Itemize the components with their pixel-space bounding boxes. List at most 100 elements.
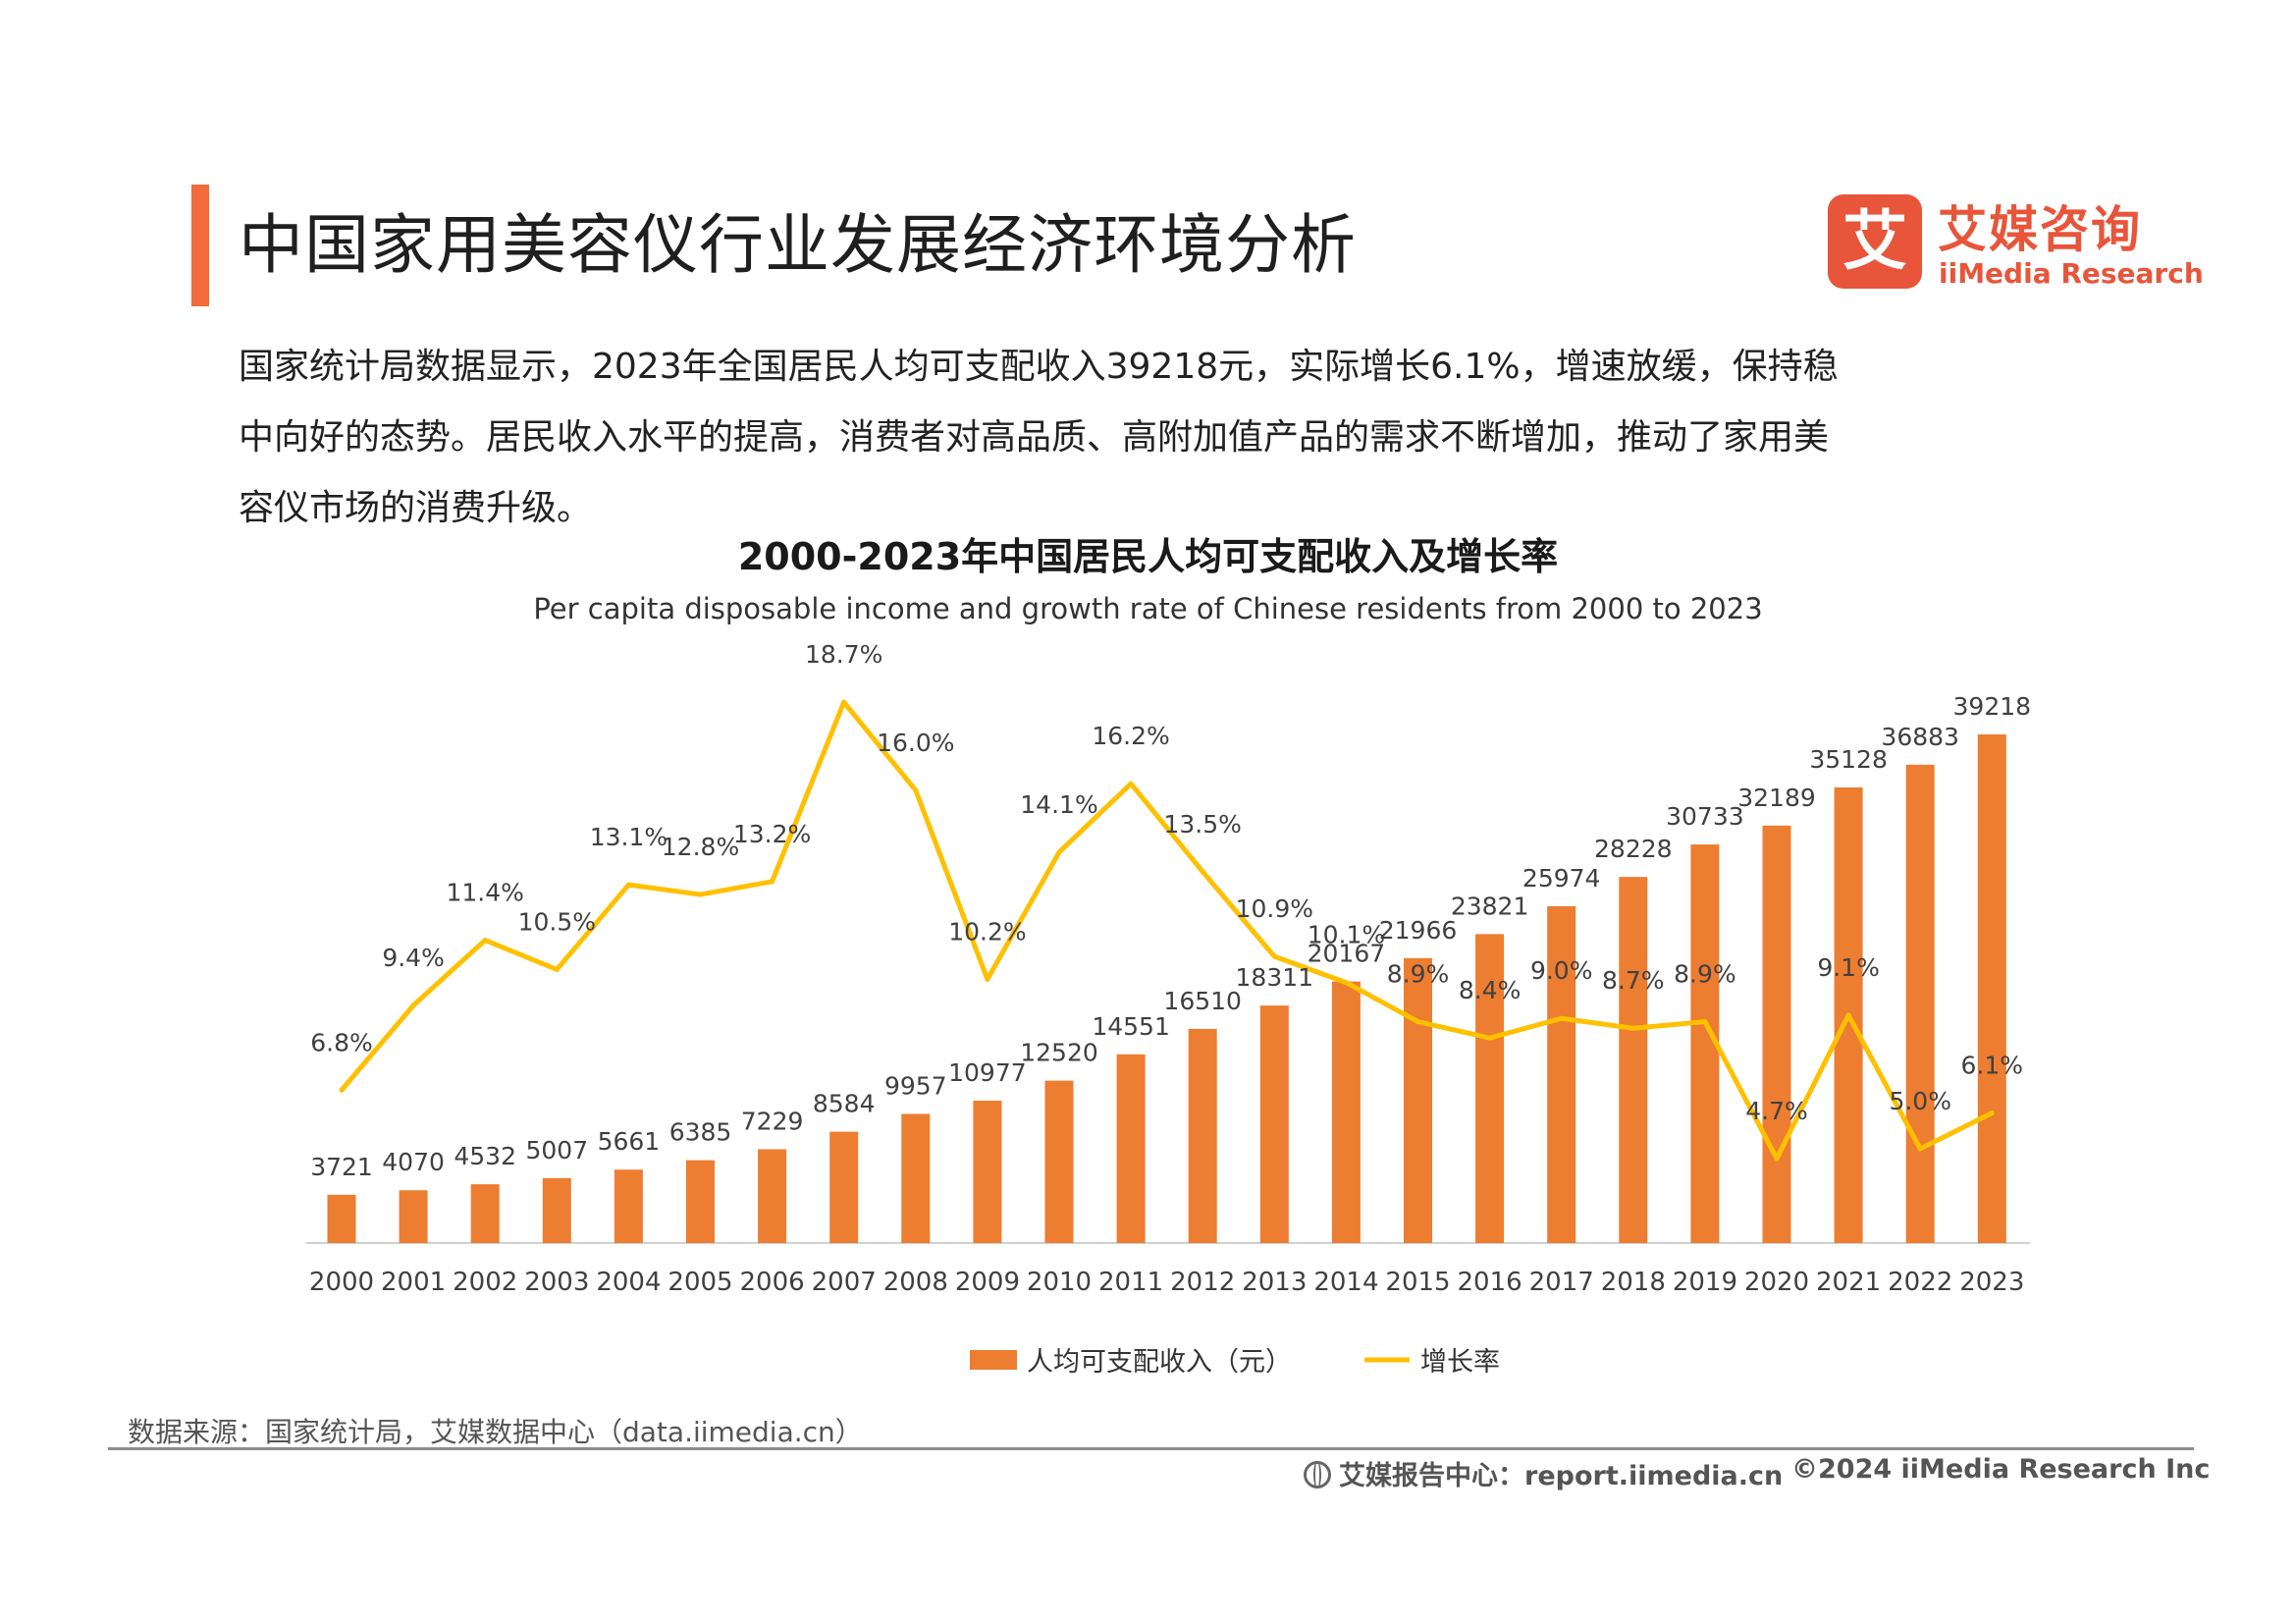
growth-value-label: 10.9% (1236, 894, 1313, 923)
intro-line: 容仪市场的消费升级。 (239, 488, 593, 528)
growth-point-2007 (841, 699, 847, 705)
growth-point-2013 (1271, 953, 1277, 959)
growth-value-label: 12.8% (662, 833, 739, 861)
bar-income-2000 (327, 1194, 356, 1243)
intro-line: 国家统计局数据显示，2023年全国居民人均可支配收入39218元，实际增长6.1… (239, 347, 1839, 387)
growth-point-2002 (482, 938, 488, 944)
growth-point-2020 (1774, 1156, 1780, 1162)
bar-value-label: 21966 (1379, 916, 1458, 945)
bar-value-label: 5661 (598, 1127, 661, 1156)
data-source: 数据来源：国家统计局，艾媒数据中心（data.iimedia.cn） (128, 1416, 863, 1448)
logo-mark-icon: 艾 (1828, 194, 1922, 289)
bar-value-label: 5007 (525, 1136, 588, 1164)
growth-value-label: 16.0% (877, 729, 954, 757)
growth-value-label: 14.1% (1020, 790, 1097, 819)
legend-line-label: 增长率 (1420, 1347, 1500, 1378)
bar-income-2015 (1404, 957, 1432, 1243)
x-tick-label: 2015 (1385, 1268, 1450, 1297)
growth-point-2000 (339, 1087, 345, 1093)
bar-value-label: 28228 (1594, 835, 1673, 863)
bar-income-2004 (614, 1169, 643, 1243)
chart-title: 2000-2023年中国居民人均可支配收入及增长率 (737, 535, 1559, 578)
x-tick-label: 2021 (1816, 1268, 1881, 1297)
bar-income-2020 (1762, 825, 1791, 1243)
x-tick-label: 2009 (955, 1268, 1020, 1297)
growth-rate-line (340, 699, 1994, 1162)
bar-value-label: 20167 (1308, 940, 1386, 968)
x-tick-label: 2011 (1098, 1268, 1163, 1297)
growth-value-label: 11.4% (446, 879, 523, 907)
logo-chinese-name: 艾媒咨询 (1938, 201, 2142, 258)
x-tick-label: 2010 (1027, 1268, 1092, 1297)
bar-value-label: 12520 (1020, 1039, 1098, 1067)
bar-income-2011 (1116, 1054, 1146, 1243)
brand-logo: 艾 艾媒咨询 iiMedia Research (1828, 194, 2204, 293)
growth-point-2014 (1343, 980, 1349, 986)
bar-income-2017 (1547, 905, 1576, 1243)
bar-value-label: 30733 (1666, 802, 1744, 831)
bar-value-label: 23821 (1451, 892, 1529, 920)
x-tick-label: 2004 (596, 1268, 661, 1297)
x-tick-label: 2005 (667, 1268, 732, 1297)
bar-income-2006 (758, 1149, 787, 1243)
globe-icon (1304, 1461, 1331, 1489)
legend-bar-label: 人均可支配收入（元） (1027, 1347, 1292, 1378)
bar-income-2023 (1977, 734, 2006, 1243)
growth-value-label: 5.0% (1889, 1087, 1951, 1115)
bar-value-label: 18311 (1236, 963, 1314, 992)
title-accent-bar (191, 185, 209, 306)
growth-value-label: 8.7% (1602, 966, 1665, 995)
bar-income-2009 (973, 1101, 1002, 1243)
bar-income-2001 (399, 1190, 428, 1243)
bar-value-label: 3721 (310, 1153, 373, 1181)
x-tick-label: 2014 (1313, 1268, 1378, 1297)
growth-point-2015 (1415, 1019, 1420, 1025)
x-tick-label: 2000 (309, 1268, 374, 1297)
growth-value-label: 4.7% (1745, 1097, 1808, 1125)
bar-income-2005 (686, 1160, 715, 1243)
footer-report-text: 艾媒报告中心：report.iimedia.cn (1339, 1461, 1784, 1491)
bar-value-label: 32189 (1737, 784, 1816, 812)
growth-value-label: 6.1% (1961, 1052, 2024, 1080)
bar-value-label: 39218 (1953, 692, 2032, 721)
growth-point-2022 (1917, 1146, 1923, 1152)
growth-point-2001 (410, 1002, 416, 1008)
bar-income-2018 (1619, 877, 1648, 1243)
page-title: 中国家用美容仪行业发展经济环境分析 (239, 207, 1357, 283)
growth-value-label: 18.7% (805, 640, 882, 669)
bar-value-label: 36883 (1881, 723, 1959, 751)
bar-income-2010 (1044, 1080, 1074, 1243)
x-tick-label: 2016 (1458, 1268, 1522, 1297)
growth-point-2005 (698, 892, 703, 897)
growth-value-label: 8.9% (1674, 960, 1736, 989)
growth-point-2016 (1487, 1035, 1493, 1041)
bar-income-2013 (1259, 1005, 1289, 1243)
bar-value-label: 16510 (1163, 987, 1242, 1015)
growth-point-2012 (1200, 869, 1205, 875)
footer-report-link[interactable]: 艾媒报告中心：report.iimedia.cn (1304, 1454, 1783, 1492)
bar-value-label: 6385 (669, 1118, 732, 1147)
growth-point-2004 (625, 882, 631, 888)
bar-value-label: 10977 (948, 1058, 1027, 1087)
growth-value-label: 13.2% (733, 820, 811, 848)
x-tick-label: 2007 (812, 1268, 877, 1297)
x-tick-label: 2020 (1744, 1268, 1809, 1297)
bar-value-label: 8584 (813, 1090, 876, 1118)
x-tick-label: 2003 (524, 1268, 589, 1297)
growth-value-label: 6.8% (310, 1028, 373, 1056)
bar-value-label: 4070 (382, 1148, 445, 1176)
growth-point-2019 (1702, 1019, 1708, 1025)
chart-subtitle: Per capita disposable income and growth … (533, 592, 1763, 625)
x-tick-label: 2013 (1242, 1268, 1307, 1297)
legend-bar-swatch (970, 1350, 1017, 1370)
intro-line: 中向好的态势。居民收入水平的提高，消费者对高品质、高附加值产品的需求不断增加，推… (239, 417, 1830, 458)
growth-point-2018 (1630, 1025, 1636, 1031)
bar-value-label: 25974 (1522, 864, 1601, 893)
bar-value-label: 7229 (741, 1108, 804, 1136)
x-tick-label: 2001 (381, 1268, 446, 1297)
bar-value-label: 35128 (1809, 745, 1888, 774)
x-tick-label: 2017 (1529, 1268, 1594, 1297)
growth-value-label: 8.4% (1459, 976, 1522, 1004)
x-tick-label: 2002 (453, 1268, 517, 1297)
